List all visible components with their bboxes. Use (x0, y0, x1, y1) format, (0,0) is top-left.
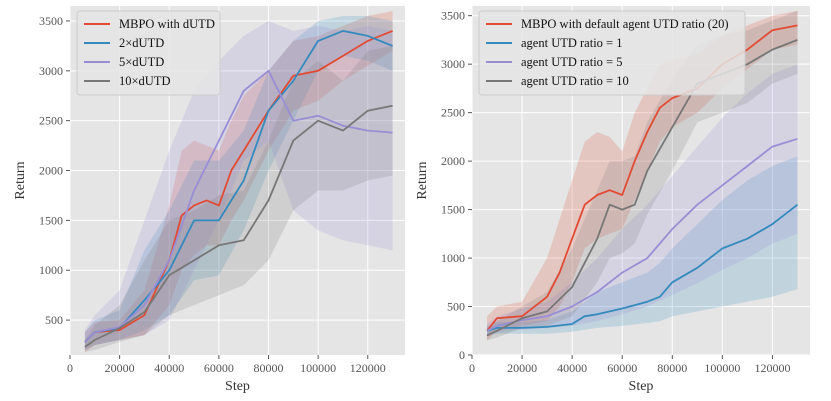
y-tick-label: 3500 (441, 9, 465, 23)
line-series-3 (84, 69, 393, 343)
legend-box (478, 10, 746, 96)
band-series-2 (487, 156, 798, 336)
line-series-3 (486, 137, 798, 332)
x-tick-label: 60000 (204, 361, 234, 375)
y-axis-label: Return (415, 161, 430, 199)
legend-entry: 5×dUTD (119, 55, 164, 69)
band-series-1 (84, 11, 393, 352)
y-tick-label: 1500 (39, 213, 63, 227)
x-tick-label: 120000 (754, 361, 790, 375)
legend-box (76, 10, 221, 96)
x-tick-label: 0 (469, 361, 475, 375)
line-series-2 (486, 203, 799, 332)
x-tick-label: 80000 (254, 361, 284, 375)
x-tick-label: 120000 (350, 361, 386, 375)
chart-1: 0 20000 40000 60000 80000 100000 120000 500 1000… (13, 6, 405, 394)
y-tick-label: 3000 (39, 64, 63, 78)
legend: MBPO with dUTD 2×dUTD 5×dUTD 10×dUTD (76, 10, 221, 96)
y-tick-label: 500 (447, 300, 465, 314)
legend-entry: agent UTD ratio = 5 (521, 55, 622, 69)
x-tick-label: 80000 (657, 361, 687, 375)
x-tick-label: 20000 (507, 361, 537, 375)
legend-entry: agent UTD ratio = 10 (521, 74, 629, 88)
y-tick-label: 1000 (441, 251, 465, 265)
y-tick-label: 3500 (39, 14, 63, 28)
y-tick-label: 1500 (441, 203, 465, 217)
y-axis-label: Return (13, 161, 28, 199)
band-series-3 (84, 21, 393, 350)
line-series-4 (84, 104, 393, 348)
x-tick-label: 100000 (704, 361, 740, 375)
y-tick-label: 1000 (39, 263, 63, 277)
band-series-3 (487, 64, 798, 336)
y-tick-label: 2500 (441, 106, 465, 120)
legend-entry: agent UTD ratio = 1 (521, 36, 622, 50)
x-tick-label: 100000 (300, 361, 336, 375)
y-tick-label: 500 (45, 313, 63, 327)
legend: MBPO with default agent UTD ratio (20) ag… (478, 10, 746, 96)
line-series-1 (84, 30, 393, 343)
x-tick-label: 40000 (557, 361, 587, 375)
legend-entry: 2×dUTD (119, 36, 164, 50)
band-series-2 (84, 16, 393, 350)
y-tick-label: 2500 (39, 114, 63, 128)
legend-entry: 10×dUTD (119, 74, 171, 88)
chart-2: 0 20000 40000 60000 80000 100000 120000 0 500 100… (415, 6, 810, 394)
x-tick-label: 0 (67, 361, 73, 375)
y-tick-label: 2000 (39, 164, 63, 178)
y-tick-label: 3000 (441, 57, 465, 71)
x-tick-label: 60000 (607, 361, 637, 375)
y-tick-label: 2000 (441, 154, 465, 168)
x-tick-label: 40000 (154, 361, 184, 375)
legend-entry: MBPO with default agent UTD ratio (20) (521, 17, 729, 31)
x-tick-label: 20000 (105, 361, 135, 375)
x-axis-label: Step (629, 379, 654, 394)
y-tick-label: 0 (459, 348, 465, 362)
x-axis-label: Step (225, 379, 250, 394)
legend-entry: MBPO with dUTD (119, 17, 215, 31)
